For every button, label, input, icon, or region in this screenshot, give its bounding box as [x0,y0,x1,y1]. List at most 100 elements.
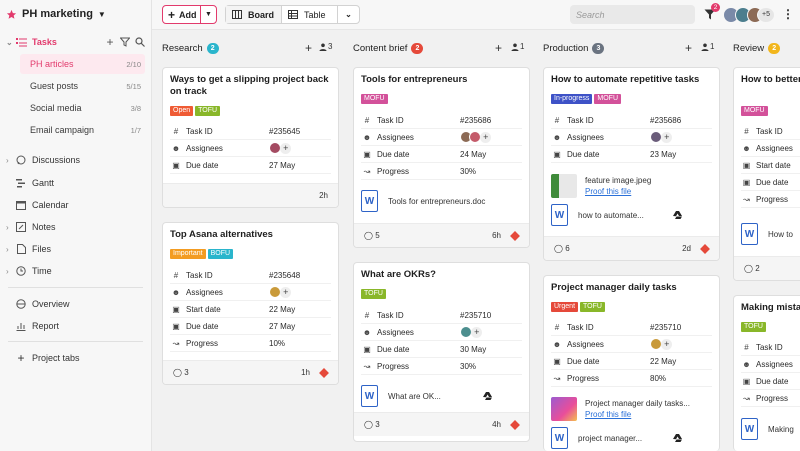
task-card[interactable]: Making mistakes... TOFU # Task ID ☻ Assign… [733,295,800,451]
field-assignees[interactable]: ☻ Assignees + [361,129,522,146]
field-assignees[interactable]: ☻ Assignees [741,140,800,157]
field-progress[interactable]: ↝ Progress 30% [361,358,522,375]
sidebar-item-gantt[interactable]: Gantt [6,174,143,192]
field-due-date[interactable]: ▣ Due date [741,373,800,390]
column-members[interactable]: 3 [319,42,332,51]
task-card[interactable]: Top Asana alternatives Important BOFU # Ta… [162,222,339,385]
field-assignees[interactable]: ☻ Assignees + [170,140,331,157]
filter-icon[interactable] [119,36,131,48]
field-due-date[interactable]: ▣ Due date 30 May [361,341,522,358]
field-label: Due date [186,321,219,331]
sidebar-item-report[interactable]: Report [6,317,143,335]
project-switcher[interactable]: PH marketing ▼ [6,8,106,20]
topbar: + Add ▼ Board Table ⌄ Search 2 +5 ⋮ [152,0,800,30]
sidebar-subitem[interactable]: Email campaign 1/7 [20,120,145,140]
add-assignee-icon[interactable]: + [661,338,673,350]
table-view-button[interactable]: Table [282,6,338,23]
comments[interactable]: ◯ 3 [364,420,380,429]
proof-file-link[interactable]: Proof this file [585,187,632,196]
board-view-button[interactable]: Board [226,6,282,23]
filter-icon[interactable]: 2 [704,3,720,20]
comments[interactable]: ◯ 3 [173,368,189,377]
attachment[interactable]: W How to [741,221,800,247]
task-card[interactable]: Ways to get a slipping project back on t… [162,67,339,208]
column-members[interactable]: 1 [701,42,714,51]
field-due-date[interactable]: ▣ Due date 22 May [551,353,712,370]
time-estimate: 2d [682,244,691,253]
field-assignees[interactable]: ☻ Assignees + [361,324,522,341]
sidebar-subitem[interactable]: Guest posts 5/15 [20,76,145,96]
sidebar-item-files[interactable]: › Files [6,240,143,258]
calendar-icon [15,199,27,211]
tag-tofu: TOFU [580,302,605,312]
chevron-down-icon[interactable]: ▼ [200,6,216,23]
field-due-date[interactable]: ▣ Due date [741,174,800,191]
field-progress[interactable]: ↝ Progress [741,390,800,407]
attachment[interactable]: W Making [741,416,800,442]
more-options-icon[interactable]: ⋮ [782,7,794,21]
sidebar-item-overview[interactable]: Overview [6,295,143,313]
field-start-date[interactable]: ▣ Start date [741,157,800,174]
hash-icon: # [554,115,560,125]
sidebar-item-tasks[interactable]: ⌄ Tasks [6,33,143,51]
field-assignees[interactable]: ☻ Assignees + [170,284,331,301]
add-assignee-icon[interactable]: + [280,286,292,298]
field-progress[interactable]: ↝ Progress 30% [361,163,522,180]
task-card[interactable]: Tools for entrepreneurs MOFU # Task ID #23… [353,67,530,248]
add-card-icon[interactable]: + [305,41,313,55]
field-assignees[interactable]: ☻ Assignees + [551,336,712,353]
more-members-badge[interactable]: +5 [757,7,775,23]
field-due-date[interactable]: ▣ Due date 23 May [551,146,712,163]
person-icon [511,43,519,51]
comments[interactable]: ◯ 2 [744,264,760,273]
field-due-date[interactable]: ▣ Due date 27 May [170,157,331,174]
add-task-icon[interactable]: + [106,35,114,49]
add-assignee-icon[interactable]: + [280,142,292,154]
comments[interactable]: ◯ 6 [554,244,570,253]
card-title: How to automate repetitive tasks [551,74,700,85]
field-due-date[interactable]: ▣ Due date 24 May [361,146,522,163]
task-card[interactable]: Project manager daily tasks Urgent TOFU #… [543,275,720,451]
sidebar-item-calendar[interactable]: Calendar [6,196,143,214]
task-card[interactable]: How to automate repetitive tasks In-prog… [543,67,720,261]
add-button[interactable]: + Add ▼ [162,5,217,24]
sidebar-item-notes[interactable]: › Notes [6,218,143,236]
column-members[interactable]: 1 [511,42,524,51]
field-progress[interactable]: ↝ Progress 10% [170,335,331,352]
sidebar-item-discussions[interactable]: › Discussions [6,151,143,169]
attachment-image[interactable]: Project manager daily tasks... Proof this… [551,394,712,424]
field-start-date[interactable]: ▣ Start date 22 May [170,301,331,318]
proof-file-link[interactable]: Proof this file [585,410,632,419]
add-assignee-icon[interactable]: + [661,131,673,143]
field-value: 80% [650,373,667,383]
field-assignees[interactable]: ☻ Assignees + [551,129,712,146]
field-value: 10% [269,338,286,348]
task-card[interactable]: What are OKRs? TOFU # Task ID #235710 ☻ Ass… [353,262,530,442]
search-icon[interactable] [134,36,146,48]
project-tabs-button[interactable]: + Project tabs [6,349,143,367]
card-title: Project manager daily tasks [551,282,677,293]
attachment[interactable]: W What are OK... [361,383,522,409]
field-progress[interactable]: ↝ Progress 80% [551,370,712,387]
sidebar-item-time[interactable]: › Time [6,262,143,280]
task-card[interactable]: How to better handle deadlines as a... M… [733,67,800,281]
field-progress[interactable]: ↝ Progress [741,191,800,208]
add-card-icon[interactable]: + [495,41,503,55]
sidebar-subitem[interactable]: Social media 3/8 [20,98,145,118]
add-assignee-icon[interactable]: + [480,131,492,143]
sidebar-subitem[interactable]: PH articles 2/10 [20,54,145,74]
add-assignee-icon[interactable]: + [471,326,483,338]
attachment-image[interactable]: feature image.jpeg Proof this file [551,171,712,201]
field-assignees[interactable]: ☻ Assignees [741,356,800,373]
add-card-icon[interactable]: + [685,41,693,55]
priority-icon [700,244,710,254]
word-doc-icon: W [551,427,568,449]
view-menu-chevron-icon[interactable]: ⌄ [345,10,352,19]
search-input[interactable]: Search [570,5,695,24]
field-value: 30 May [460,344,487,354]
attachment[interactable]: W Tools for entrepreneurs.doc [361,188,522,214]
comments[interactable]: ◯ 5 [364,231,380,240]
field-due-date[interactable]: ▣ Due date 27 May [170,318,331,335]
